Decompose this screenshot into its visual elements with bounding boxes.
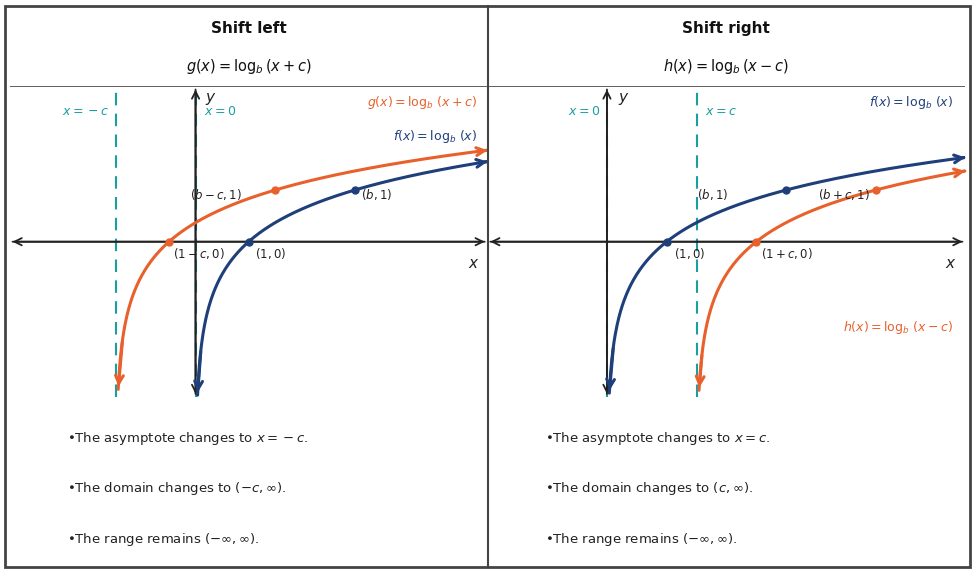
Text: $(1-c, 0)$: $(1-c, 0)$ — [174, 246, 225, 261]
Text: $x = -c$: $x = -c$ — [62, 105, 109, 119]
Text: $h(x) = \log_b(x - c)$: $h(x) = \log_b(x - c)$ — [663, 57, 790, 76]
Text: $(1+c, 0)$: $(1+c, 0)$ — [761, 246, 813, 261]
Text: $f(x) = \log_b\,(x)$: $f(x) = \log_b\,(x)$ — [869, 95, 954, 112]
Text: $y$: $y$ — [618, 91, 629, 107]
Text: $(b-c, 1)$: $(b-c, 1)$ — [190, 188, 242, 202]
Text: $x$: $x$ — [945, 256, 956, 271]
Text: $f(x) = \log_b\,(x)$: $f(x) = \log_b\,(x)$ — [393, 128, 477, 145]
Text: •The asymptote changes to $x = -c$.: •The asymptote changes to $x = -c$. — [67, 430, 309, 447]
Text: $(b, 1)$: $(b, 1)$ — [696, 188, 727, 202]
Text: $(b+c, 1)$: $(b+c, 1)$ — [818, 188, 870, 202]
Text: •The domain changes to $(-c, \infty)$.: •The domain changes to $(-c, \infty)$. — [67, 481, 287, 498]
Text: •The domain changes to $(c, \infty)$.: •The domain changes to $(c, \infty)$. — [545, 481, 753, 498]
Text: •The range remains $(-\infty, \infty)$.: •The range remains $(-\infty, \infty)$. — [67, 531, 259, 548]
Text: $g(x) = \log_b(x + c)$: $g(x) = \log_b(x + c)$ — [185, 57, 312, 76]
Text: $(1, 0)$: $(1, 0)$ — [674, 246, 705, 261]
Text: $x = 0$: $x = 0$ — [204, 105, 236, 119]
Text: $x = 0$: $x = 0$ — [567, 105, 600, 119]
Text: $g(x) = \log_b\,(x + c)$: $g(x) = \log_b\,(x + c)$ — [367, 95, 477, 112]
Text: •The asymptote changes to $x = c$.: •The asymptote changes to $x = c$. — [545, 430, 770, 447]
Text: $(b, 1)$: $(b, 1)$ — [361, 188, 392, 202]
Text: $h(x) = \log_b\,(x - c)$: $h(x) = \log_b\,(x - c)$ — [843, 319, 954, 336]
Text: $x$: $x$ — [468, 256, 480, 271]
Text: Shift left: Shift left — [211, 21, 287, 36]
Text: $y$: $y$ — [205, 91, 216, 107]
Text: Shift right: Shift right — [682, 21, 770, 36]
Text: $x = c$: $x = c$ — [706, 105, 737, 119]
Text: •The range remains $(-\infty, \infty)$.: •The range remains $(-\infty, \infty)$. — [545, 531, 737, 548]
Text: $(1, 0)$: $(1, 0)$ — [255, 246, 287, 261]
